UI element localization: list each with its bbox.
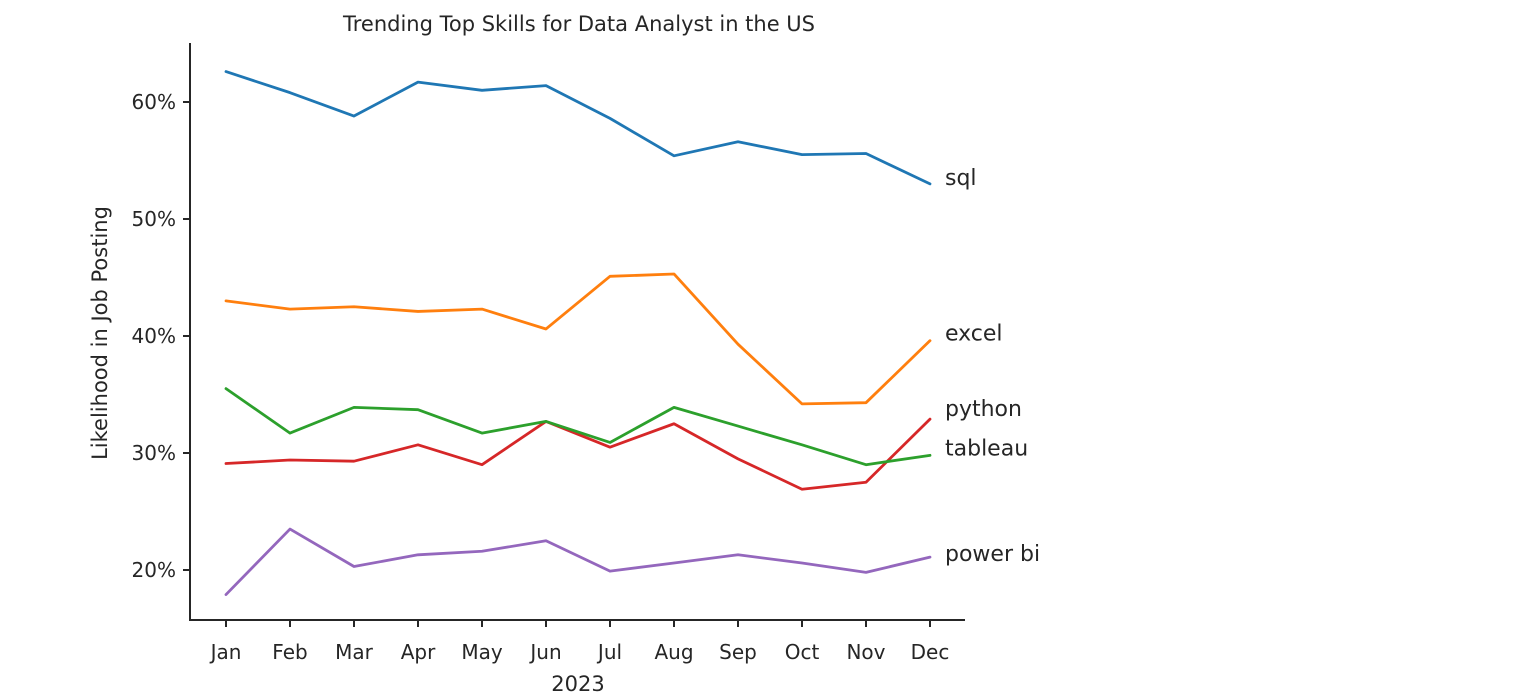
y-axis-ticks: 20% 30% 40% 50% 60% (132, 90, 190, 582)
series-label-excel: excel (945, 322, 1003, 347)
x-tick-label: Jun (528, 640, 561, 664)
x-tick-label: Sep (719, 640, 757, 664)
series-line-sql (224, 70, 932, 186)
x-tick-label: Dec (911, 640, 950, 664)
series-line-python (224, 417, 932, 491)
x-tick-label: Apr (401, 640, 436, 664)
x-tick-label: Jul (596, 640, 622, 664)
y-tick-label: 30% (132, 441, 176, 465)
x-axis-label: 2023 (551, 672, 604, 696)
y-axis-label: Likelihood in Job Posting (88, 206, 112, 460)
x-tick-label: Jan (209, 640, 242, 664)
series-line-tableau (224, 387, 932, 467)
y-tick-label: 20% (132, 558, 176, 582)
y-tick-label: 40% (132, 324, 176, 348)
series-label-sql: sql (945, 166, 977, 191)
series-labels: sql excel python tableau power bi (945, 166, 1040, 567)
series-line-power-bi (224, 527, 932, 596)
y-tick-label: 50% (132, 207, 176, 231)
series-lines (224, 70, 932, 596)
x-tick-label: Mar (335, 640, 374, 664)
x-tick-label: May (461, 640, 503, 664)
x-tick-label: Aug (654, 640, 693, 664)
x-tick-label: Feb (272, 640, 307, 664)
series-line-excel (224, 272, 932, 406)
x-axis-ticks: Jan Feb Mar Apr May Jun Jul Aug Sep Oct Nov Dec (209, 620, 950, 664)
series-label-tableau: tableau (945, 436, 1028, 461)
series-label-python: python (945, 397, 1022, 422)
series-label-power-bi: power bi (945, 542, 1040, 567)
plot-area: 20% 30% 40% 50% 60% Jan Feb Mar Apr May Jun Jul Aug… (132, 43, 1040, 664)
chart-title: Trending Top Skills for Data Analyst in … (342, 12, 815, 36)
x-tick-label: Nov (846, 640, 885, 664)
y-tick-label: 60% (132, 90, 176, 114)
x-tick-label: Oct (785, 640, 820, 664)
